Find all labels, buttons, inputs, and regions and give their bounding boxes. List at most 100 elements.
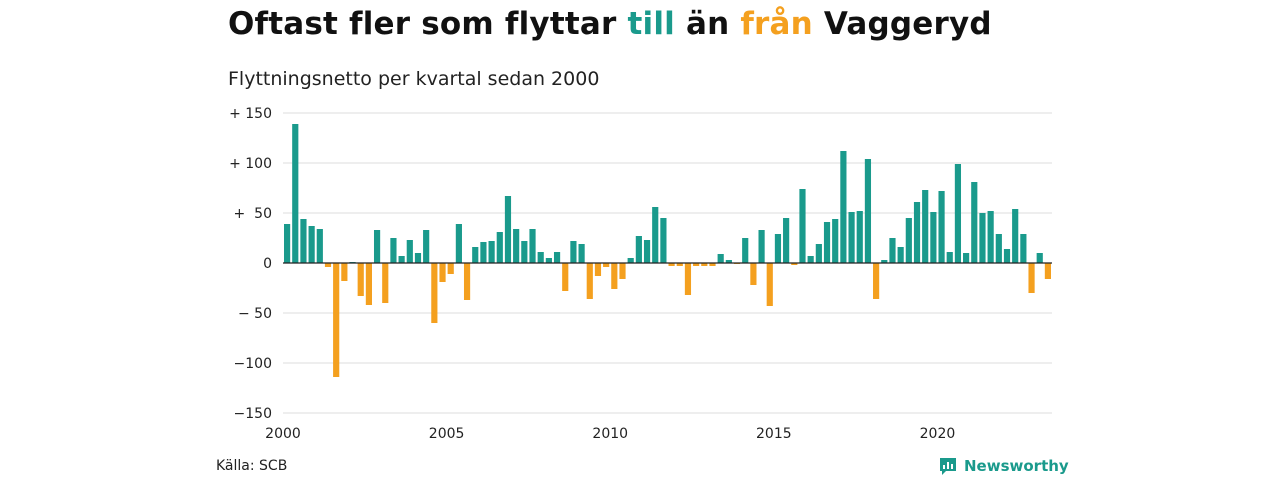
bar <box>766 263 773 306</box>
bar <box>1012 209 1019 263</box>
bar <box>717 254 724 263</box>
x-tick-label: 2020 <box>920 426 956 442</box>
bar <box>586 263 593 299</box>
bar <box>521 241 528 263</box>
x-tick-label: 2005 <box>429 426 465 442</box>
x-tick-label: 2000 <box>265 426 301 442</box>
bar <box>324 263 332 267</box>
bar <box>300 219 307 263</box>
bar <box>758 230 765 263</box>
bar <box>815 244 822 263</box>
bar <box>848 212 855 263</box>
bar <box>382 263 389 303</box>
x-tick-label: 2010 <box>592 426 628 442</box>
bar <box>414 253 422 263</box>
bar <box>578 244 585 263</box>
bar <box>472 247 479 263</box>
title-middle: än <box>674 6 741 42</box>
bar <box>660 218 667 263</box>
bar <box>652 207 659 263</box>
bar <box>930 212 937 263</box>
bar <box>643 240 651 263</box>
bar <box>995 234 1002 263</box>
bar <box>406 240 413 263</box>
bar-chart: + 150 + 100 + 50 0 − 50 −100 −150 2000 2005 2010 2… <box>229 106 1052 442</box>
bar <box>922 190 929 263</box>
bar <box>913 202 921 263</box>
bar <box>807 256 814 263</box>
bar <box>284 224 291 263</box>
title-in-word: till <box>627 6 675 42</box>
bar <box>684 263 692 295</box>
bar <box>725 260 732 263</box>
bar <box>823 222 831 263</box>
x-tick-label: 2015 <box>756 426 792 442</box>
bar <box>635 236 642 263</box>
bar <box>553 252 561 263</box>
bar <box>971 182 978 263</box>
bar <box>840 151 847 263</box>
bar <box>676 263 683 266</box>
bar <box>341 263 348 281</box>
bar <box>423 230 430 263</box>
y-tick-label: −150 <box>234 406 272 422</box>
bar <box>1020 234 1027 263</box>
bar <box>889 238 896 263</box>
bar <box>488 241 495 263</box>
bar <box>333 263 340 377</box>
bar <box>742 238 749 263</box>
y-tick-label: + 50 <box>234 206 272 222</box>
bar <box>496 232 503 263</box>
bar <box>783 218 790 263</box>
source-label: Källa: SCB <box>216 458 288 474</box>
newsworthy-logo-icon <box>940 458 956 475</box>
bar <box>750 263 757 285</box>
bar <box>504 196 512 263</box>
brand-logo: Newsworthy <box>938 456 1069 476</box>
bar <box>390 238 397 263</box>
bar <box>881 260 888 263</box>
bar <box>701 263 708 266</box>
title-out-word: från <box>740 6 813 42</box>
bar <box>1003 249 1011 263</box>
bar <box>373 230 381 263</box>
bar <box>905 218 912 263</box>
y-tick-label: + 100 <box>229 156 272 172</box>
y-tick-label: 0 <box>263 256 272 272</box>
bar <box>357 263 364 296</box>
bar <box>1044 263 1051 279</box>
bar <box>963 253 970 263</box>
y-tick-label: + 150 <box>229 106 272 122</box>
bar <box>897 247 904 263</box>
chart-subtitle: Flyttningsnetto per kvartal sedan 2000 <box>228 68 600 90</box>
bar <box>864 159 872 263</box>
bar <box>603 263 610 267</box>
bar <box>938 191 945 263</box>
bar <box>693 263 700 266</box>
bar <box>431 263 438 323</box>
bar <box>1036 253 1043 263</box>
brand-name: Newsworthy <box>964 457 1069 475</box>
bar <box>611 263 618 289</box>
bar <box>668 263 675 266</box>
bar <box>709 263 716 266</box>
bar <box>979 213 986 263</box>
bar <box>455 224 462 263</box>
bar <box>292 124 299 263</box>
bar <box>480 242 487 263</box>
title-part2: Vaggeryd <box>812 6 992 42</box>
bar <box>463 263 471 300</box>
bar <box>537 252 544 263</box>
bar <box>791 263 798 265</box>
chart-title: Oftast fler som flyttar till än från Vag… <box>228 6 992 42</box>
bar <box>774 234 782 263</box>
bar <box>308 226 315 263</box>
bar <box>946 252 953 263</box>
bar <box>562 263 569 291</box>
bar <box>627 258 634 263</box>
bar <box>832 219 839 263</box>
bar <box>799 189 806 263</box>
bar <box>447 263 454 274</box>
bar <box>545 258 552 263</box>
bar <box>365 263 372 305</box>
